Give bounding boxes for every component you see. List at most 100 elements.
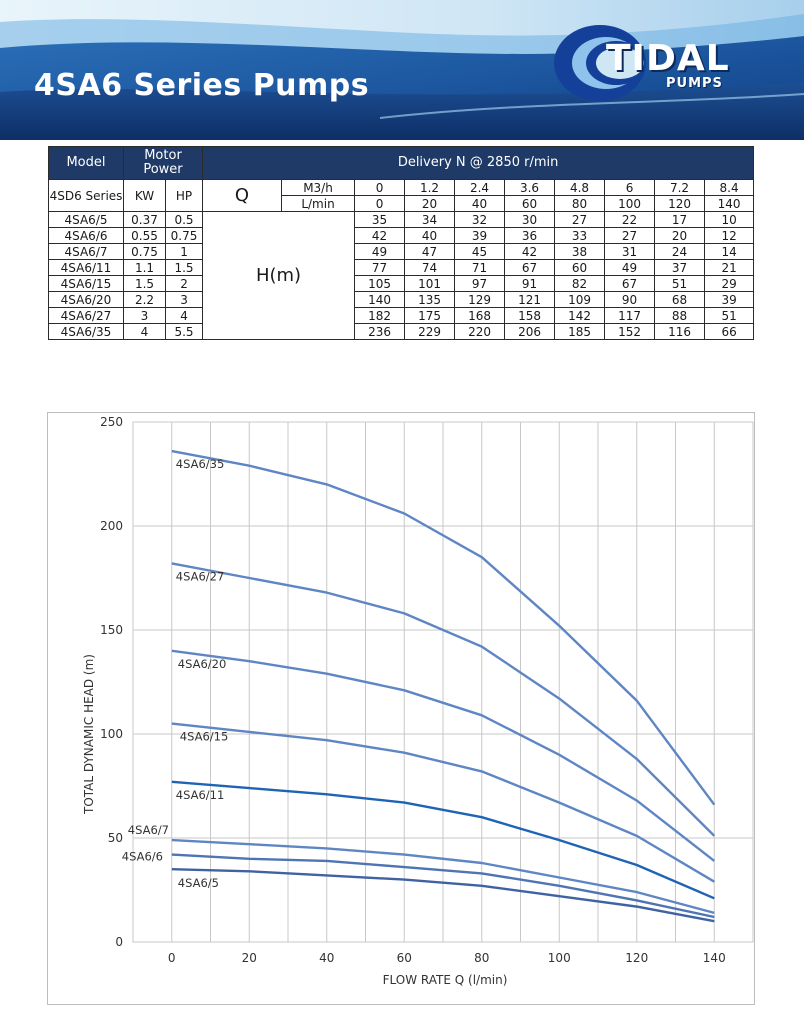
model-cell: 4SA6/27 [48,307,124,324]
y-tick-label: 250 [100,415,123,429]
series-line [171,853,715,919]
head-cell: 121 [504,291,556,308]
q-lmin-cell: 60 [504,195,556,212]
unit-lmin: L/min [281,195,356,212]
table-row: 4SA6/27 3 4 182 175 168 158 142 117 88 5… [48,307,755,324]
table-row: 4SA6/5 0.37 0.5 H(m) 35 34 32 30 27 22 1… [48,211,755,340]
x-tick-label: 80 [474,951,489,965]
head-cell: 39 [704,291,755,308]
head-cell: 27 [604,227,656,244]
x-tick-label: 40 [319,951,334,965]
series-line [171,722,715,883]
y-tick-label: 50 [108,831,123,845]
head-cell: 49 [604,259,656,276]
series-line [171,868,715,923]
series-label: 4SA6/35 [176,457,225,471]
head-cell: 36 [504,227,556,244]
head-cell: 152 [604,323,656,340]
head-cell: 67 [504,259,556,276]
head-cell: 82 [554,275,606,292]
hp-cell: 4 [164,307,204,324]
head-cell: 105 [354,275,406,292]
head-cell: 38 [554,243,606,260]
q-lmin-cell: 140 [704,195,755,212]
table-row: 4SA6/35 4 5.5 236 229 220 206 185 152 11… [48,323,755,340]
logo-subtitle: PUMPS [666,76,723,91]
delivery-header: Delivery N @ 2850 r/min [202,146,755,180]
q-m3h-cell: 0 [354,179,406,196]
chart-series [171,449,716,923]
q-m3h-cell: 1.2 [404,179,456,196]
head-cell: 117 [604,307,656,324]
head-cell: 20 [654,227,706,244]
head-cell: 88 [654,307,706,324]
head-cell: 109 [554,291,606,308]
kw-cell: 0.37 [123,211,166,228]
head-cell: 42 [354,227,406,244]
q-lmin-cell: 80 [554,195,606,212]
head-cell: 97 [454,275,506,292]
q-lmin-cell: 40 [454,195,506,212]
head-cell: 32 [454,211,506,228]
head-cell: 37 [654,259,706,276]
model-cell: 4SA6/15 [48,275,124,292]
x-tick-label: 120 [625,951,648,965]
head-cell: 116 [654,323,706,340]
head-cell: 30 [504,211,556,228]
head-cell: 158 [504,307,556,324]
series-line [171,838,715,915]
x-tick-label: 0 [168,951,176,965]
kw-cell: 4 [123,323,166,340]
kw-label: KW [123,179,166,212]
head-cell: 220 [454,323,506,340]
head-cell: 27 [554,211,606,228]
head-cell: 168 [454,307,506,324]
table-header-row: Model Motor Power Delivery N @ 2850 r/mi… [48,146,755,180]
model-cell: 4SA6/35 [48,323,124,340]
head-cell: 21 [704,259,755,276]
hp-cell: 0.75 [164,227,204,244]
hp-cell: 3 [164,291,204,308]
y-tick-label: 100 [100,727,123,741]
head-cell: 12 [704,227,755,244]
y-tick-label: 150 [100,623,123,637]
series-label: 4SA6/7 [128,823,169,837]
table-row: 4SA6/20 2.2 3 140 135 129 121 109 90 68 … [48,291,755,308]
series-label: 4SA6/6 [122,850,163,864]
head-cell: 142 [554,307,606,324]
q-label: Q [202,179,283,212]
series-line [171,562,716,837]
q-m3h-cell: 8.4 [704,179,755,196]
head-cell: 140 [354,291,406,308]
series-label: 4SA6/5 [178,876,219,890]
hp-cell: 1.5 [164,259,204,276]
head-cell: 22 [604,211,656,228]
page-title: 4SA6 Series Pumps [34,68,370,103]
head-cell: 101 [404,275,456,292]
head-cell: 67 [604,275,656,292]
q-m3h-cell: 3.6 [504,179,556,196]
series-label: 4SA6/27 [176,569,225,583]
table-row: 4SA6/7 0.75 1 49 47 45 42 38 31 24 14 [48,243,755,260]
chart-grid [132,421,754,943]
q-m3h-cell: 4.8 [554,179,606,196]
head-cell: 24 [654,243,706,260]
series-label: 4SD6 Series [48,179,124,212]
pump-spec-table: Model Motor Power Delivery N @ 2850 r/mi… [48,146,755,340]
head-cell: 129 [454,291,506,308]
q-lmin-cell: 0 [354,195,406,212]
q-m3h-cell: 2.4 [454,179,506,196]
head-cell: 229 [404,323,456,340]
head-label: H(m) [202,211,356,340]
unit-m3h: M3/h [281,179,356,196]
kw-cell: 0.75 [123,243,166,260]
q-lmin-cell: 120 [654,195,706,212]
head-cell: 47 [404,243,456,260]
model-cell: 4SA6/7 [48,243,124,260]
head-cell: 182 [354,307,406,324]
flow-row-lmin: L/min 0 20 40 60 80 100 120 140 [49,195,755,212]
head-cell: 74 [404,259,456,276]
head-cell: 29 [704,275,755,292]
chart-ticks: 0 20 40 60 80 100 120 140 0 50 100 150 200 250 [100,415,726,965]
x-tick-label: 140 [703,951,726,965]
